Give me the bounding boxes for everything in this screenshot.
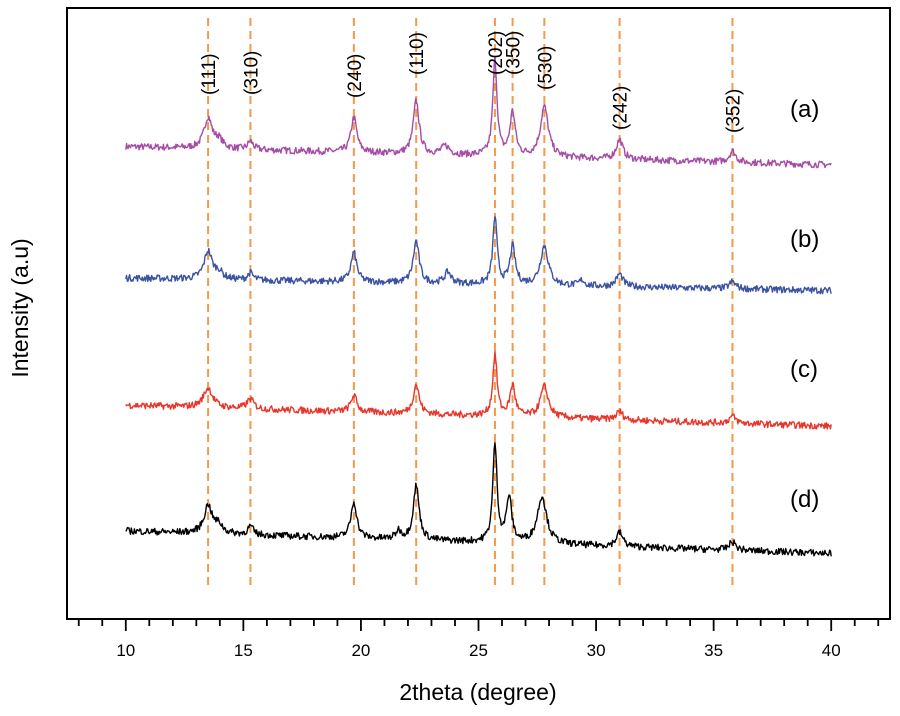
peak-label: (310) [241, 51, 262, 95]
peak-label: (202) [486, 31, 507, 75]
x-axis-title: 2theta (degree) [399, 679, 556, 705]
peak-label: (242) [611, 86, 632, 130]
x-tick-label: 10 [116, 641, 135, 660]
series-trace [125, 441, 832, 557]
x-axis-ticks: 10 15 20 25 30 35 40 [77, 619, 880, 660]
series-label: (c) [790, 356, 818, 383]
series-trace [125, 216, 832, 295]
peak-reference-lines [207, 18, 734, 585]
x-tick-label: 35 [704, 641, 723, 660]
peak-label: (110) [407, 32, 428, 75]
peak-label: (240) [345, 54, 366, 98]
series-label: (a) [790, 96, 819, 123]
peak-labels: (111) (310) (240) (110) (202)(350) (530) (242)… [199, 31, 744, 133]
peak-label: (111) [199, 53, 220, 95]
series-trace [125, 55, 832, 169]
peak-label: (530) [535, 46, 556, 90]
x-tick-label: 20 [351, 641, 370, 660]
diffraction-traces [125, 55, 832, 557]
series-trace [125, 350, 832, 430]
x-tick-label: 40 [822, 641, 841, 660]
peak-label: (352) [723, 89, 744, 133]
x-tick-label: 30 [587, 641, 606, 660]
x-tick-label: 25 [469, 641, 488, 660]
series-label: (b) [790, 226, 819, 253]
x-tick-label: 15 [234, 641, 253, 660]
peak-label: (350) [504, 31, 525, 75]
y-axis-title: Intensity (a.u) [7, 238, 33, 377]
series-label: (d) [790, 486, 819, 513]
series-labels: (a) (b) (c) (d) [790, 96, 819, 513]
